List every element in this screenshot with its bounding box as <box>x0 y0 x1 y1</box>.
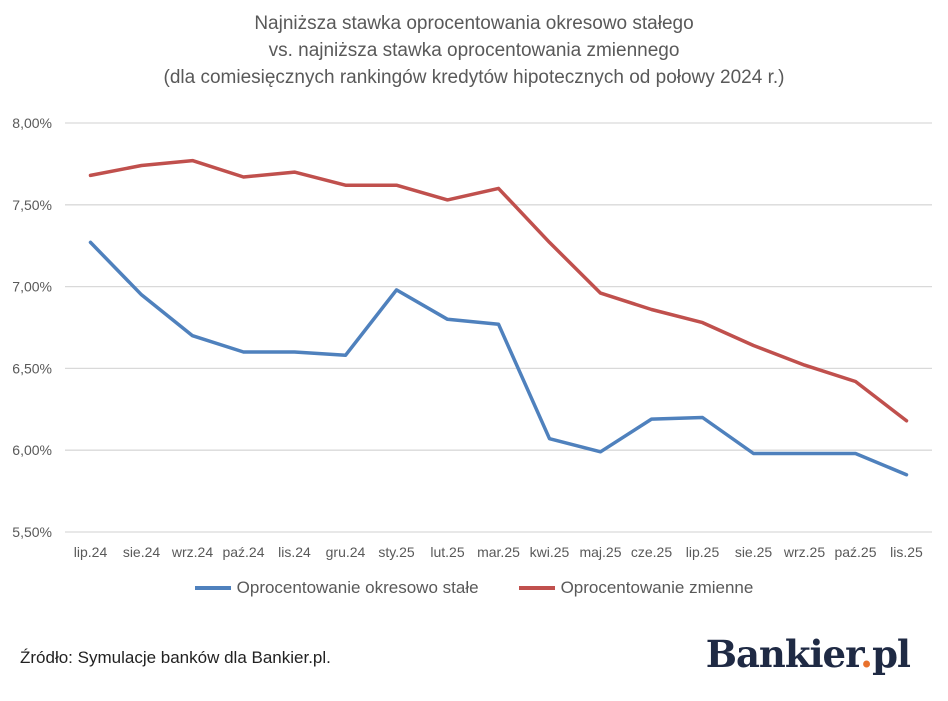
legend: Oprocentowanie okresowo stałe Oprocentow… <box>0 578 948 598</box>
y-tick-label: 7,50% <box>12 197 52 213</box>
x-tick-label: lis.25 <box>890 544 923 560</box>
x-tick-label: wrz.24 <box>171 544 213 560</box>
x-tick-label: lis.24 <box>278 544 311 560</box>
x-tick-label: cze.25 <box>631 544 672 560</box>
title-line-1: Najniższa stawka oprocentowania okresowo… <box>254 13 694 34</box>
series-line-variable <box>88 158 909 423</box>
x-tick-label: lip.24 <box>74 544 108 560</box>
title-line-3: (dla comiesięcznych rankingów kredytów h… <box>163 67 785 88</box>
y-tick-label: 5,50% <box>12 524 52 540</box>
legend-item-fixed: Oprocentowanie okresowo stałe <box>194 578 479 598</box>
bankier-logo: Bankier.pl <box>705 632 911 676</box>
legend-swatch-variable <box>518 586 555 590</box>
title-line-2: vs. najniższa stawka oprocentowania zmie… <box>268 40 680 61</box>
x-tick-label: maj.25 <box>579 544 621 560</box>
legend-label-fixed: Oprocentowanie okresowo stałe <box>236 578 479 597</box>
x-tick-label: kwi.25 <box>530 544 570 560</box>
x-tick-label: sie.25 <box>735 544 773 560</box>
y-tick-label: 8,00% <box>12 115 52 131</box>
x-tick-label: wrz.25 <box>783 544 825 560</box>
legend-swatch-fixed <box>194 586 231 590</box>
source-note: Źródło: Symulacje banków dla Bankier.pl. <box>20 648 331 667</box>
x-tick-label: paź.25 <box>834 544 876 560</box>
x-tick-label: gru.24 <box>326 544 366 560</box>
y-tick-label: 6,50% <box>12 360 52 376</box>
x-tick-label: lut.25 <box>430 544 464 560</box>
x-tick-label: lip.25 <box>686 544 720 560</box>
y-tick-label: 6,00% <box>12 442 52 458</box>
series-line-fixed <box>88 240 909 477</box>
chart-title: Najniższa stawka oprocentowania okresowo… <box>0 10 948 91</box>
legend-label-variable: Oprocentowanie zmienne <box>560 578 754 597</box>
legend-item-variable: Oprocentowanie zmienne <box>518 578 754 598</box>
x-tick-label: sie.24 <box>123 544 161 560</box>
x-tick-label: sty.25 <box>378 544 415 560</box>
x-tick-label: mar.25 <box>477 544 520 560</box>
x-tick-label: paź.24 <box>222 544 264 560</box>
y-tick-label: 7,00% <box>12 279 52 295</box>
